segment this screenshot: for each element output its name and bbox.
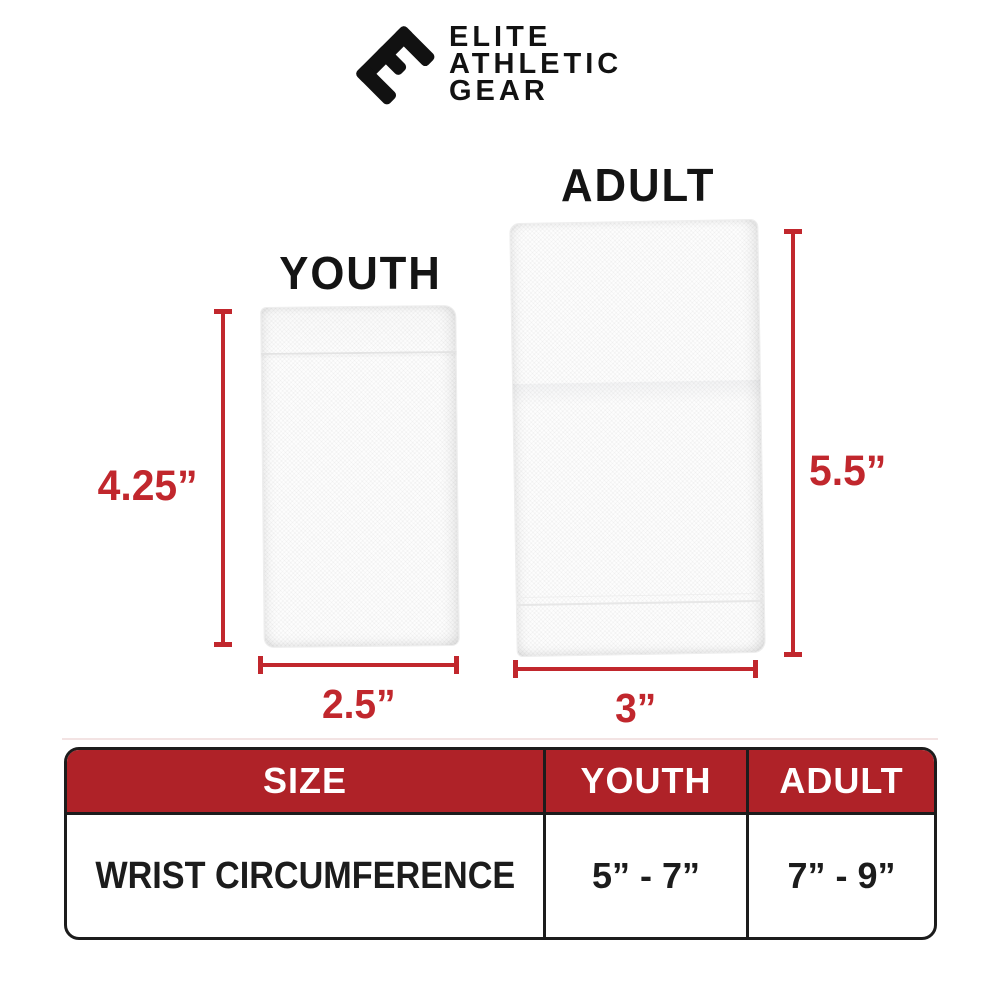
- brand-wordmark: ELITE ATHLETIC GEAR: [449, 21, 623, 107]
- adult-width-label: 3”: [614, 685, 657, 731]
- youth-wristband-image: [260, 304, 460, 649]
- size-table: SIZE YOUTH ADULT WRIST CIRCUMFERENCE 5” …: [64, 747, 937, 940]
- size-table-header-youth: YOUTH: [543, 750, 746, 815]
- youth-width-label: 2.5”: [321, 681, 396, 727]
- size-table-row-label: WRIST CIRCUMFERENCE: [95, 854, 515, 897]
- youth-width-dimension-line: [258, 656, 459, 674]
- size-table-header-size: SIZE: [67, 750, 543, 815]
- youth-heading: YOUTH: [252, 246, 468, 300]
- adult-heading: ADULT: [503, 158, 773, 212]
- adult-wristband-hem-stitch: [516, 592, 764, 599]
- youth-height-label: 4.25”: [98, 462, 198, 510]
- adult-height-label: 5.5”: [809, 447, 887, 495]
- faint-divider-line: [62, 738, 938, 740]
- brand-word-athletic: ATHLETIC: [449, 48, 623, 80]
- adult-width-dimension-line: [513, 660, 758, 678]
- youth-wristband-cuff-seam: [260, 305, 457, 356]
- adult-heading-label: ADULT: [560, 159, 716, 211]
- elite-e-logo-icon: [356, 26, 435, 105]
- brand-word-gear: GEAR: [449, 75, 549, 107]
- brand-word-elite: ELITE: [449, 21, 552, 53]
- youth-height-dimension-line: [214, 309, 232, 647]
- adult-wristband-image: [509, 218, 766, 658]
- adult-height-dimension-line: [784, 229, 802, 657]
- adult-wristband-hem-seam: [516, 599, 764, 607]
- size-table-adult-value: 7” - 9”: [746, 815, 934, 937]
- adult-wristband-crease: [513, 379, 761, 407]
- size-table-youth-value: 5” - 7”: [543, 815, 746, 937]
- youth-heading-label: YOUTH: [278, 247, 442, 299]
- size-table-header-adult: ADULT: [746, 750, 934, 815]
